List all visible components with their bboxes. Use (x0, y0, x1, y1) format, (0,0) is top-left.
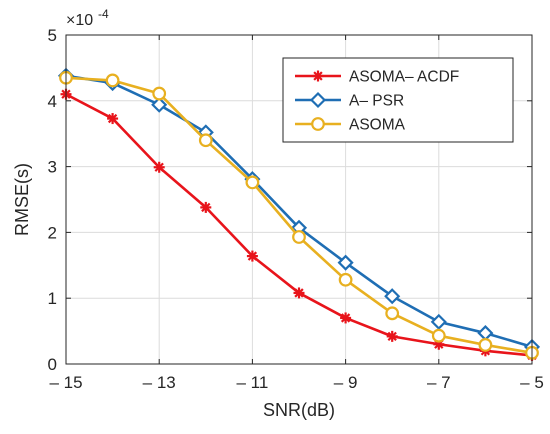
axes-box (65, 34, 533, 365)
y-tick-label: 2 (48, 223, 57, 242)
y-axis-label: RMSE(s) (12, 163, 32, 236)
x-tick-label: – 11 (236, 373, 268, 392)
y-exponent-label: ×10 -4 (66, 7, 109, 29)
asterisk-stroke (154, 162, 164, 172)
asterisk-marker (312, 70, 324, 82)
series-circle (59, 70, 539, 360)
legend-label: ASOMA (349, 117, 406, 134)
asterisk-marker (153, 161, 165, 173)
y-tick-label: 4 (48, 92, 57, 111)
y-tick-label: 5 (48, 26, 57, 45)
asterisk-marker (386, 330, 398, 342)
circle-marker (292, 230, 306, 244)
asterisk-stroke (107, 113, 118, 124)
y-exponent-base: ×10 (66, 12, 93, 29)
circle-marker (311, 117, 325, 131)
circle-marker (431, 328, 446, 343)
circle-marker (478, 338, 493, 352)
asterisk-stroke (294, 288, 304, 298)
diamond-marker (384, 288, 401, 305)
circle-marker (198, 133, 213, 148)
ticks: – 15 – 13 – 11 – 9 – 7 – 5 0 1 2 3 4 5 (48, 26, 544, 392)
x-tick-label: – 15 (49, 373, 82, 392)
diamond-marker (337, 254, 354, 271)
asterisk-stroke (247, 251, 258, 261)
legend-item: ASOMA– ACDF (295, 69, 459, 86)
asterisk-marker (340, 312, 352, 324)
legend-label: ASOMA– ACDF (349, 69, 459, 86)
x-tick-label: – 9 (334, 373, 358, 392)
legend-item: A– PSR (295, 91, 404, 110)
x-axis-label: SNR(dB) (263, 400, 335, 420)
asterisk-marker (246, 250, 258, 262)
y-exponent-power: -4 (98, 7, 109, 21)
diamond-marker (309, 91, 327, 109)
y-tick-label: 0 (48, 355, 57, 374)
circle-marker (385, 306, 400, 321)
x-tick-label: – 13 (143, 373, 176, 392)
asterisk-stroke (340, 313, 351, 323)
asterisk-marker (200, 201, 212, 213)
circle-marker (338, 272, 353, 287)
legend: ASOMA– ACDF A– PSR ASOMA (282, 57, 514, 143)
x-tick-label: – 5 (520, 373, 544, 392)
diamond-marker (430, 313, 447, 330)
asterisk-marker (107, 113, 119, 125)
legend-item: ASOMA (295, 117, 406, 134)
asterisk-stroke (201, 202, 211, 213)
y-tick-label: 1 (48, 289, 57, 308)
asterisk-stroke (387, 331, 397, 342)
diamond-marker (151, 96, 168, 113)
series-group (57, 67, 541, 361)
legend-label: A– PSR (349, 93, 404, 110)
circle-marker (105, 73, 120, 88)
y-tick-label: 3 (48, 158, 57, 177)
circle-marker (245, 175, 260, 190)
asterisk-stroke (313, 71, 323, 81)
x-tick-label: – 7 (427, 373, 451, 392)
circle-marker (152, 86, 167, 101)
asterisk-marker (293, 287, 305, 299)
